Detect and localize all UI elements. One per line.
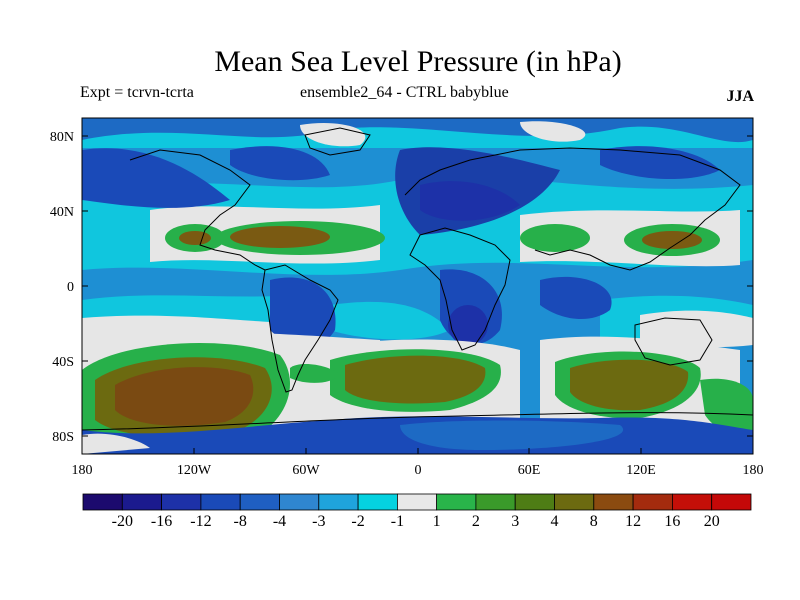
ensemble-label: ensemble2_64 - CTRL babyblue xyxy=(300,84,509,101)
lon-tick-label: 120E xyxy=(626,463,656,478)
colorbar: -20 -16 -12 -8 -4 -3 -2 -1 1 2 3 4 8 12 16 20 xyxy=(82,493,752,530)
season-label: JJA xyxy=(726,88,754,105)
lon-tick-label: 60E xyxy=(518,463,541,478)
colorbar-box xyxy=(475,493,516,511)
lon-tick-label: 0 xyxy=(415,463,422,478)
pressure-field xyxy=(82,118,753,454)
colorbar-label: -8 xyxy=(234,513,247,530)
colorbar-label: 16 xyxy=(664,513,680,530)
lat-ticks xyxy=(82,135,753,437)
coastlines xyxy=(82,127,753,431)
lon-tick-label: 180 xyxy=(72,463,93,478)
map-title: Mean Sea Level Pressure (in hPa) xyxy=(214,45,622,78)
colorbar-box xyxy=(672,493,713,511)
colorbar-box xyxy=(514,493,555,511)
colorbar-box xyxy=(200,493,241,511)
lon-tick-labels: 180 120W 60W 0 60E 120E 180 xyxy=(72,463,764,478)
colorbar-box xyxy=(632,493,673,511)
colorbar-box xyxy=(711,493,752,511)
colorbar-label: 20 xyxy=(704,513,720,530)
colorbar-box xyxy=(357,493,398,511)
colorbar-box xyxy=(554,493,595,511)
lat-tick-label: 80S xyxy=(52,430,74,445)
colorbar-box xyxy=(239,493,280,511)
colorbar-label: 8 xyxy=(590,513,598,530)
colorbar-box xyxy=(121,493,163,511)
lat-tick-label: 40N xyxy=(50,205,74,220)
colorbar-box xyxy=(436,493,477,511)
colorbar-label: -12 xyxy=(190,513,211,530)
lat-tick-label: 40S xyxy=(52,355,74,370)
colorbar-box xyxy=(82,493,123,511)
colorbar-box xyxy=(396,493,438,511)
lat-tick-label: 80N xyxy=(50,130,74,145)
colorbar-label: -1 xyxy=(391,513,404,530)
colorbar-label: 3 xyxy=(511,513,519,530)
colorbar-label: 4 xyxy=(551,513,559,530)
lon-tick-label: 180 xyxy=(743,463,764,478)
lon-tick-label: 120W xyxy=(177,463,212,478)
colorbar-label: -20 xyxy=(112,513,133,530)
experiment-label: Expt = tcrvn-tcrta xyxy=(80,84,194,101)
colorbar-box xyxy=(161,493,202,511)
lon-tick-label: 60W xyxy=(292,463,320,478)
colorbar-label: 2 xyxy=(472,513,480,530)
colorbar-label: -2 xyxy=(351,513,364,530)
lon-ticks xyxy=(81,448,754,454)
lat-tick-label: 0 xyxy=(67,280,74,295)
colorbar-label: -3 xyxy=(312,513,325,530)
colorbar-label: -4 xyxy=(273,513,286,530)
colorbar-label: 1 xyxy=(433,513,441,530)
colorbar-box xyxy=(593,493,634,511)
lat-tick-labels: 80N 40N 0 40S 80S xyxy=(50,130,74,445)
colorbar-label: -16 xyxy=(151,513,172,530)
colorbar-label: 12 xyxy=(625,513,641,530)
colorbar-box xyxy=(318,493,359,511)
colorbar-box xyxy=(279,493,320,511)
